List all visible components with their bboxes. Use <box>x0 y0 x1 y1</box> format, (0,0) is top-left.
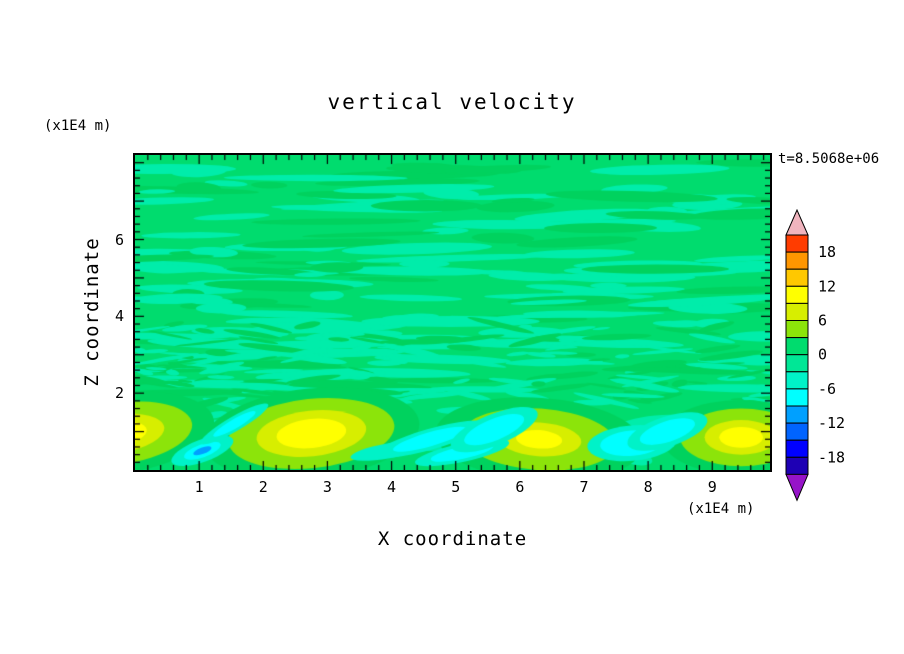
y-tick-label: 2 <box>114 384 124 403</box>
colorbar-svg: 18 12 6 0 -6 -12 -18 <box>785 208 845 502</box>
colorbar-tick-label: 6 <box>818 312 827 330</box>
x-axis-units-label: (x1E4 m) <box>687 501 755 517</box>
colorbar-band <box>785 405 809 424</box>
plot-area <box>133 153 772 472</box>
chart-title: vertical velocity <box>327 90 577 114</box>
colorbar-band <box>785 320 809 339</box>
y-tick-label: 6 <box>114 230 124 249</box>
colorbar-tick-label: -12 <box>818 414 845 432</box>
colorbar-under-arrow <box>785 473 809 502</box>
x-tick-label: 3 <box>322 478 332 496</box>
x-tick-label: 4 <box>387 478 397 496</box>
colorbar-band <box>785 422 809 441</box>
colorbar-band <box>785 388 809 407</box>
x-tick-label: 8 <box>643 478 653 496</box>
y-axis-units-label: (x1E4 m) <box>44 118 112 134</box>
colorbar-tick-label: 0 <box>818 346 827 364</box>
colorbar-band <box>785 354 809 373</box>
x-tick-label: 1 <box>194 478 204 496</box>
x-axis-title: X coordinate <box>377 528 528 550</box>
colorbar-band <box>785 456 809 475</box>
x-tick-label: 9 <box>707 478 717 496</box>
x-tick-label: 7 <box>579 478 589 496</box>
colorbar-band <box>785 251 809 270</box>
colorbar-band <box>785 337 809 356</box>
y-axis-title: Z coordinate <box>81 237 103 387</box>
colorbar-tick-label: 12 <box>818 277 836 295</box>
colorbar-tick-label: 18 <box>818 243 836 261</box>
colorbar-over-arrow <box>785 208 809 236</box>
x-tick-label: 5 <box>451 478 461 496</box>
colorbar-band <box>785 439 809 458</box>
colorbar-tick-label: -18 <box>818 448 845 466</box>
time-annotation: t=8.5068e+06 <box>778 151 880 167</box>
contour-field <box>135 155 770 470</box>
x-tick-label: 2 <box>258 478 268 496</box>
colorbar-band <box>785 234 809 253</box>
colorbar-band <box>785 371 809 390</box>
colorbar-band <box>785 268 809 287</box>
colorbar: 18 12 6 0 -6 -12 -18 <box>784 208 854 507</box>
x-tick-label: 6 <box>515 478 525 496</box>
colorbar-band <box>785 302 809 322</box>
y-tick-label: 4 <box>114 307 124 326</box>
colorbar-band <box>785 285 809 304</box>
colorbar-tick-label: -6 <box>818 380 836 398</box>
